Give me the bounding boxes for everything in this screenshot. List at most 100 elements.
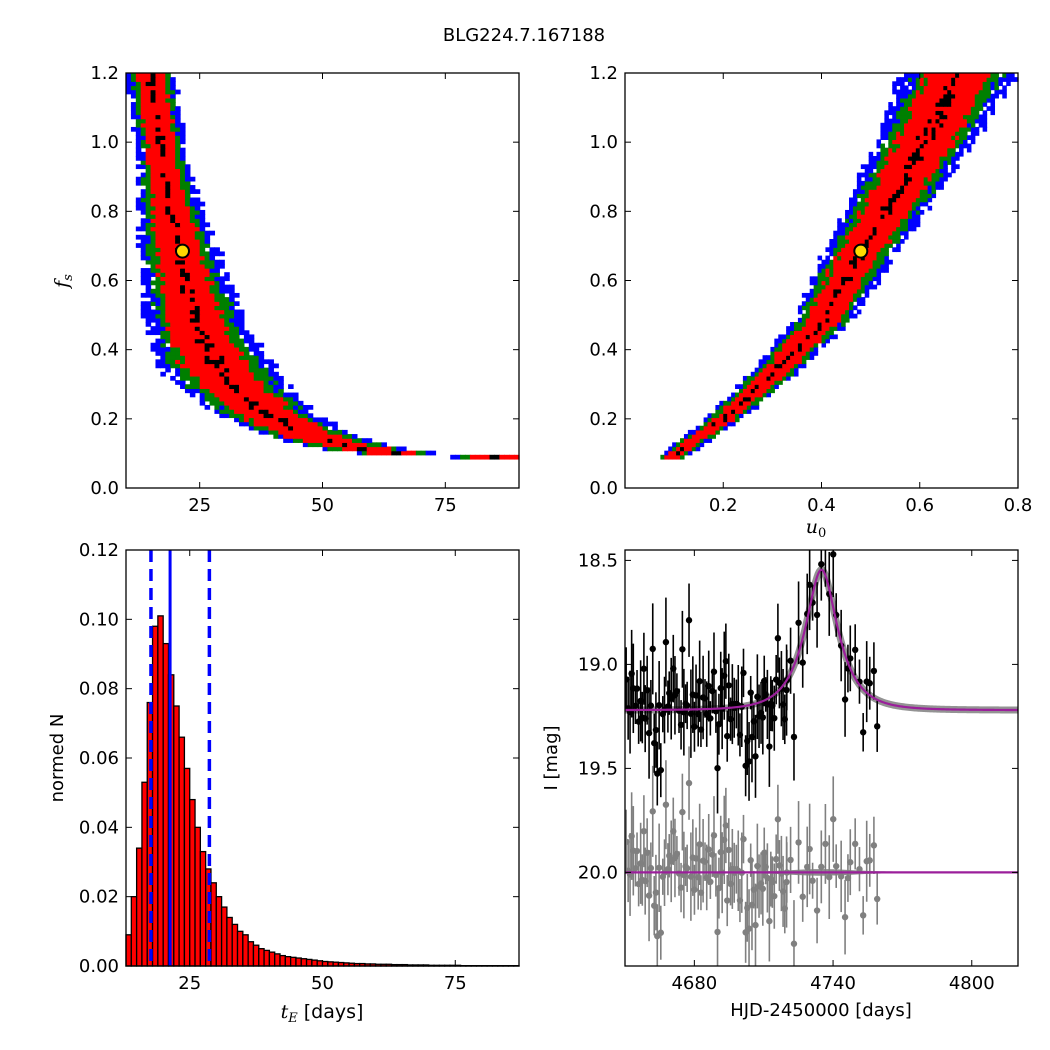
heatmap-cell [900, 168, 905, 174]
heatmap-cell [224, 359, 230, 365]
heatmap-cell [845, 251, 850, 257]
y-axis-label: I [mag] [541, 725, 562, 790]
histogram-bar [295, 957, 302, 967]
heatmap-cell [273, 380, 279, 385]
heatmap-cell [184, 214, 191, 219]
heatmap-cell [238, 375, 245, 381]
heatmap-cell [160, 226, 166, 232]
heatmap-cell [209, 334, 216, 340]
heatmap-cell [845, 301, 850, 306]
heatmap-cell [927, 118, 933, 124]
heatmap-cell [876, 193, 882, 199]
heatmap-cell [931, 172, 937, 178]
heatmap-cell [165, 317, 171, 323]
residual-point [717, 848, 724, 856]
heatmap-cell [907, 139, 913, 145]
heatmap-cell [165, 114, 171, 120]
heatmap-cell [884, 263, 889, 269]
heatmap-cell [263, 396, 270, 402]
heatmap-cell [904, 197, 909, 203]
heatmap-cell [935, 97, 940, 103]
heatmap-cell [978, 73, 984, 78]
heatmap-cell [884, 239, 889, 244]
heatmap-cell [892, 176, 897, 182]
heatmap-cell [911, 151, 917, 157]
heatmap-cell [180, 309, 186, 315]
heatmap-cell [672, 454, 677, 460]
heatmap-cell [273, 417, 279, 423]
heatmap-cell [849, 214, 854, 219]
heatmap-cell [194, 326, 201, 331]
heatmap-cell [229, 297, 235, 302]
heatmap-cell [727, 409, 732, 414]
heatmap-cell [140, 301, 147, 306]
heatmap-cell [238, 371, 245, 377]
heatmap-cell [974, 126, 980, 132]
heatmap-cell [884, 268, 889, 273]
heatmap-cell [754, 375, 760, 381]
heatmap-cell [234, 405, 240, 410]
heatmap-cell [170, 114, 176, 120]
heatmap-cell [224, 371, 230, 377]
heatmap-cell [214, 322, 220, 327]
heatmap-cell [801, 305, 807, 311]
heatmap-cell [199, 305, 206, 311]
heatmap-cell [224, 380, 230, 385]
heatmap-cell [955, 73, 960, 78]
heatmap-cell [150, 263, 157, 269]
heatmap-cell [813, 338, 819, 344]
heatmap-cell [904, 209, 909, 215]
heatmap-cell [939, 172, 944, 178]
heatmap-cell [801, 346, 807, 352]
heatmap-cell [892, 209, 897, 215]
heatmap-cell [927, 205, 933, 211]
heatmap-cell [668, 446, 673, 452]
heatmap-cell [184, 276, 191, 282]
heatmap-cell [229, 413, 235, 419]
histogram-bar [321, 960, 329, 967]
heatmap-cell [947, 89, 952, 95]
heatmap-cell [892, 164, 897, 170]
heatmap-cell [778, 367, 783, 373]
heatmap-cell [805, 334, 811, 340]
heatmap-cell [184, 185, 191, 190]
heatmap-cell [947, 73, 952, 78]
heatmap-cell [817, 326, 823, 331]
heatmap-cell [970, 118, 976, 124]
heatmap-cell [939, 77, 944, 82]
heatmap-cell [813, 309, 819, 315]
heatmap-cell [160, 93, 166, 99]
heatmap-cell [204, 351, 211, 356]
heatmap-cell [864, 276, 870, 282]
heatmap-cell [872, 259, 878, 265]
heatmap-cell [927, 102, 933, 107]
heatmap-cell [160, 222, 166, 228]
heatmap-cell [238, 351, 245, 356]
heatmap-cell [962, 73, 968, 78]
heatmap-cell [695, 442, 701, 448]
heatmap-cell [243, 330, 250, 336]
heatmap-cell [234, 346, 240, 352]
heatmap-cell [801, 355, 807, 360]
residual-point [837, 873, 845, 880]
heatmap-cell [145, 118, 152, 124]
x-tick-label: 50 [311, 973, 334, 994]
heatmap-cell [900, 97, 905, 103]
heatmap-cell [253, 413, 260, 419]
heatmap-cell [841, 243, 846, 248]
heatmap-cell [738, 400, 744, 406]
heatmap-cell [145, 193, 152, 199]
heatmap-cell [258, 371, 265, 377]
heatmap-cell [876, 143, 882, 149]
data-point [866, 680, 873, 687]
data-point [740, 669, 747, 677]
heatmap-cell [884, 180, 889, 186]
heatmap-cell [204, 243, 211, 248]
heatmap-cell [723, 421, 728, 427]
data-point [655, 702, 663, 709]
heatmap-cell [880, 122, 885, 128]
heatmap-cell [927, 122, 933, 128]
heatmap-cell [699, 434, 705, 439]
heatmap-cell [837, 284, 842, 290]
heatmap-cell [263, 429, 270, 435]
